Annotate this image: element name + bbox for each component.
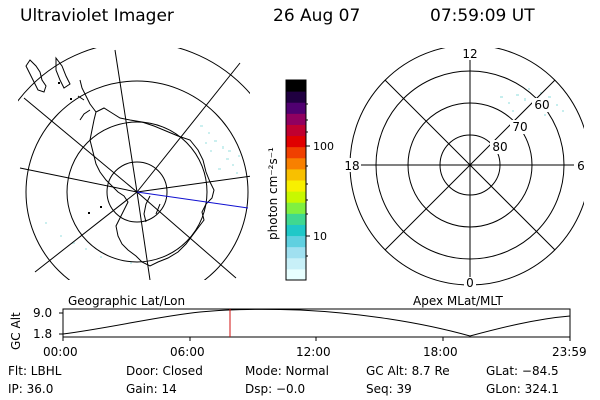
colorbar-segment — [286, 135, 306, 148]
colorbar-unit-label: photon cm⁻²s⁻¹ — [266, 147, 280, 240]
continent-outline — [89, 107, 215, 267]
apex-caption: Apex MLat/MLT — [413, 294, 503, 308]
aurora-speckle-left — [45, 125, 240, 264]
colorbar-segment — [286, 91, 306, 103]
colorbar-segment — [286, 202, 306, 214]
colorbar-segment — [286, 224, 306, 237]
meta-glon: GLon: 324.1 — [486, 382, 559, 396]
color-bar — [286, 80, 306, 281]
color-bar-frame — [285, 79, 307, 281]
colorbar-tick-10: 10 — [313, 230, 327, 243]
colorbar-segment — [286, 102, 306, 114]
meta-glat: GLat: −84.5 — [486, 364, 559, 378]
meta-gain: Gain: 14 — [126, 382, 177, 396]
alt-xtick-1: 06:00 — [170, 345, 205, 359]
geographic-map — [18, 48, 250, 280]
alt-xtick-3: 18:00 — [423, 345, 458, 359]
colorbar-segment — [286, 157, 306, 170]
mlt-label-6: 6 — [577, 159, 585, 173]
altitude-curve — [62, 308, 571, 337]
mlt-label-12: 12 — [462, 47, 477, 61]
geographic-caption: Geographic Lat/Lon — [68, 294, 186, 308]
colorbar-segment — [286, 235, 306, 248]
meta-seq: Seq: 39 — [366, 382, 412, 396]
alt-ytick-low: 1.8 — [33, 327, 53, 341]
alt-xtick-0: 00:00 — [43, 345, 78, 359]
meta-ip: IP: 36.0 — [8, 382, 54, 396]
altitude-ylabel: GC Alt — [9, 312, 23, 350]
alt-ytick-high: 9.0 — [33, 306, 53, 320]
colorbar-segment — [286, 213, 306, 225]
colorbar-segment — [286, 246, 306, 259]
meta-flt: Flt: LBHL — [8, 364, 62, 378]
meta-dsp: Dsp: −0.0 — [245, 382, 306, 396]
apex-polar-plot — [349, 48, 584, 286]
colorbar-segment — [286, 257, 306, 270]
header-date: 26 Aug 07 — [273, 6, 361, 26]
app-title: Ultraviolet Imager — [20, 6, 174, 26]
meta-mode: Mode: Normal — [245, 364, 329, 378]
altitude-plot — [59, 308, 571, 341]
alt-xtick-4: 23:59 — [552, 345, 587, 359]
colorbar-segment — [286, 146, 306, 159]
colorbar-segment — [286, 268, 306, 281]
meta-gc-alt: GC Alt: 8.7 Re — [366, 364, 450, 378]
mlt-label-0: 0 — [466, 276, 474, 290]
mlat-label-70: 70 — [512, 120, 527, 134]
meta-door: Door: Closed — [126, 364, 203, 378]
colorbar-segment — [286, 113, 306, 125]
satellite-direction-line — [136, 191, 249, 209]
colorbar-segment — [286, 124, 306, 137]
colorbar-segment — [286, 80, 306, 92]
mlat-label-80: 80 — [492, 140, 507, 154]
colorbar-segment — [286, 168, 306, 181]
mlat-label-60: 60 — [534, 98, 549, 112]
colorbar-segment — [286, 191, 306, 203]
alt-xtick-2: 12:00 — [296, 345, 331, 359]
colorbar-segment — [286, 180, 306, 192]
header-time: 07:59:09 UT — [430, 6, 535, 26]
mlt-label-18: 18 — [344, 159, 359, 173]
colorbar-tick-100: 100 — [313, 140, 334, 153]
